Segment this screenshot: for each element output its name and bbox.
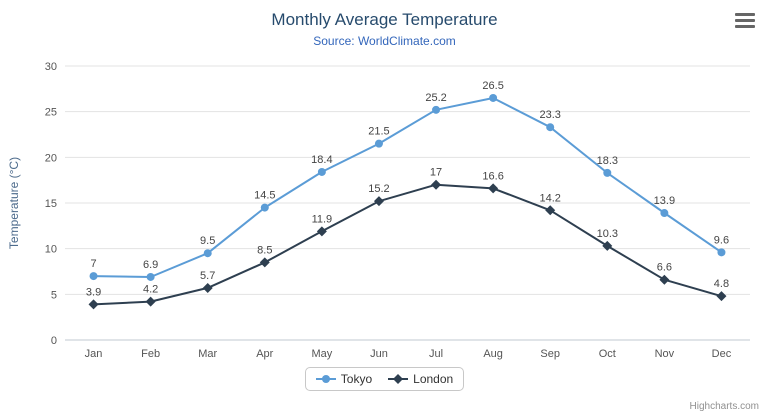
- data-point-london[interactable]: [88, 299, 99, 310]
- legend-item-tokyo[interactable]: Tokyo: [315, 372, 373, 386]
- data-label: 26.5: [482, 80, 503, 92]
- x-tick-label: Sep: [540, 348, 560, 360]
- data-point-london[interactable]: [488, 183, 499, 194]
- x-tick-label: Jul: [429, 348, 443, 360]
- data-point-london[interactable]: [716, 291, 727, 302]
- y-tick-label: 5: [51, 289, 57, 301]
- x-tick-label: Mar: [198, 348, 217, 360]
- data-label: 18.3: [597, 155, 618, 167]
- data-point-london[interactable]: [202, 282, 213, 293]
- highcharts-credit[interactable]: Highcharts.com: [689, 401, 759, 412]
- data-point-tokyo[interactable]: [260, 203, 269, 212]
- legend-item-london[interactable]: London: [388, 372, 453, 386]
- x-tick-label: Jun: [370, 348, 388, 360]
- x-tick-label: Jan: [85, 348, 103, 360]
- data-point-tokyo[interactable]: [717, 248, 726, 257]
- x-tick-label: Aug: [483, 348, 503, 360]
- context-menu-button[interactable]: [735, 13, 755, 28]
- x-tick-label: Oct: [599, 348, 616, 360]
- legend: Tokyo London: [0, 367, 769, 391]
- x-tick-label: Nov: [655, 348, 675, 360]
- hamburger-menu-icon: [735, 13, 755, 16]
- data-label: 14.2: [539, 192, 560, 204]
- data-point-tokyo[interactable]: [374, 139, 383, 148]
- data-label: 15.2: [368, 183, 389, 195]
- x-tick-label: Apr: [256, 348, 273, 360]
- data-point-tokyo[interactable]: [432, 105, 441, 114]
- data-label: 13.9: [654, 195, 675, 207]
- chart-subtitle: Source: WorldClimate.com: [313, 34, 456, 48]
- x-tick-label: Feb: [141, 348, 160, 360]
- data-point-london[interactable]: [659, 274, 670, 285]
- x-tick-label: May: [311, 348, 332, 360]
- data-label: 3.9: [86, 286, 101, 298]
- data-label: 6.6: [657, 262, 672, 274]
- data-label: 17: [430, 167, 442, 179]
- y-tick-label: 10: [45, 244, 57, 256]
- data-point-london[interactable]: [373, 196, 384, 207]
- data-point-london[interactable]: [316, 226, 327, 237]
- data-label: 9.5: [200, 235, 215, 247]
- data-point-london[interactable]: [259, 257, 270, 268]
- data-label: 10.3: [597, 228, 618, 240]
- legend-label-tokyo: Tokyo: [340, 372, 373, 386]
- data-label: 5.7: [200, 270, 215, 282]
- x-tick-label: Dec: [712, 348, 732, 360]
- data-label: 21.5: [368, 126, 389, 138]
- data-label: 11.9: [312, 213, 333, 225]
- y-tick-label: 30: [45, 61, 57, 73]
- y-tick-label: 20: [45, 152, 57, 164]
- data-point-tokyo[interactable]: [203, 249, 212, 258]
- data-label: 18.4: [311, 154, 332, 166]
- data-point-london[interactable]: [545, 205, 556, 216]
- legend-label-london: London: [413, 372, 454, 386]
- data-label: 14.5: [254, 190, 275, 202]
- tokyo-line-marker-icon: [315, 375, 336, 383]
- data-point-london[interactable]: [431, 179, 442, 190]
- data-point-tokyo[interactable]: [89, 272, 98, 281]
- data-point-tokyo[interactable]: [546, 123, 555, 132]
- hamburger-menu-icon: [735, 25, 755, 28]
- data-label: 9.6: [714, 234, 729, 246]
- london-line-marker-icon: [388, 374, 409, 384]
- y-tick-label: 25: [45, 107, 57, 119]
- data-point-tokyo[interactable]: [603, 168, 612, 177]
- data-label: 16.6: [482, 170, 503, 182]
- data-label: 25.2: [425, 92, 446, 104]
- hamburger-menu-icon: [735, 19, 755, 22]
- data-label: 8.5: [257, 244, 272, 256]
- data-point-london[interactable]: [602, 240, 613, 251]
- data-label: 23.3: [539, 109, 560, 121]
- data-label: 7: [90, 258, 96, 270]
- y-tick-label: 15: [45, 198, 57, 210]
- chart-title: Monthly Average Temperature: [271, 10, 498, 29]
- data-point-tokyo[interactable]: [146, 272, 155, 281]
- series-line-london: [93, 183, 722, 306]
- data-point-tokyo[interactable]: [660, 209, 669, 218]
- data-point-tokyo[interactable]: [317, 167, 326, 176]
- data-label: 6.9: [143, 259, 158, 271]
- data-point-london[interactable]: [145, 296, 156, 307]
- data-point-tokyo[interactable]: [489, 93, 498, 102]
- legend-box: Tokyo London: [304, 367, 465, 391]
- series-line-tokyo: [93, 97, 723, 278]
- data-label: 4.2: [143, 284, 158, 296]
- data-label: 4.8: [714, 278, 729, 290]
- y-tick-label: 0: [51, 335, 57, 347]
